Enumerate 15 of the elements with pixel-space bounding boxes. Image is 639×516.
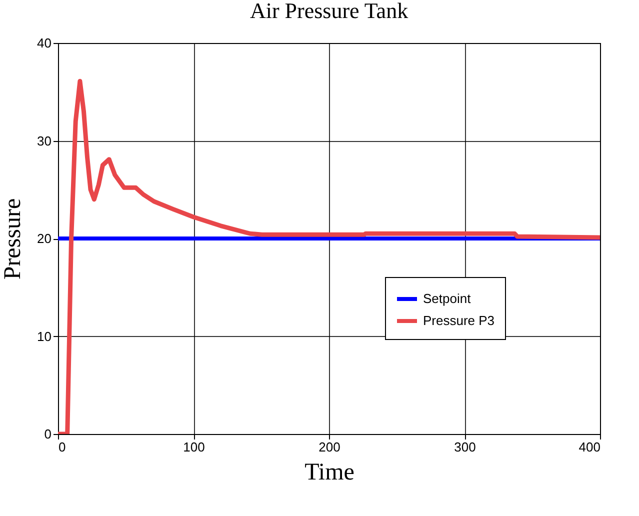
x-axis-title: Time <box>304 460 354 486</box>
y-tick-label: 40 <box>37 36 52 50</box>
x-tick-label: 200 <box>318 440 340 454</box>
x-tick-label: 0 <box>58 440 66 454</box>
y-tick-label: 10 <box>37 328 52 344</box>
y-tick-label: 20 <box>37 231 52 246</box>
x-tick-label: 300 <box>454 440 476 454</box>
y-tick-label: 0 <box>44 426 52 442</box>
x-tick-label: 100 <box>183 440 205 454</box>
legend-label: Pressure P3 <box>423 313 495 328</box>
y-axis-title: Pressure <box>0 198 26 280</box>
x-tick-label: 400 <box>578 440 600 454</box>
chart-title: Air Pressure Tank <box>250 0 408 23</box>
y-tick-label: 30 <box>37 133 52 148</box>
legend-label: Setpoint <box>423 291 472 306</box>
